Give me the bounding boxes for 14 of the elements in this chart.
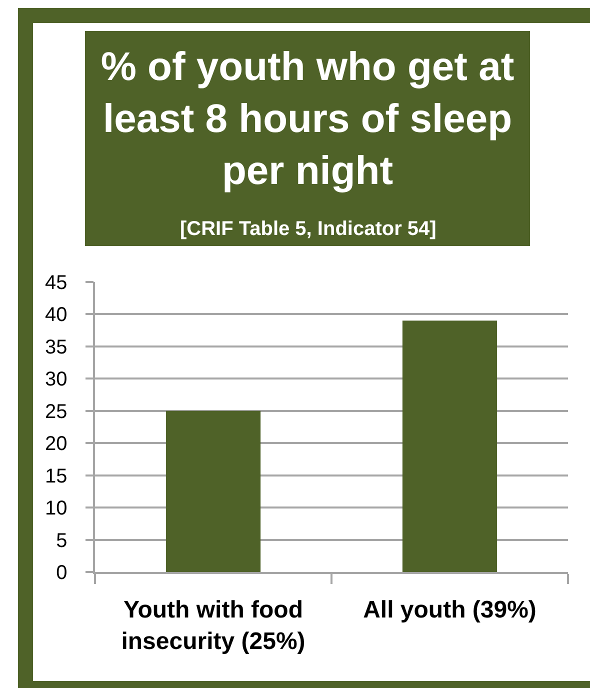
x-tick-label: Youth with food insecurity (25%) <box>121 596 306 655</box>
y-tick-label: 0 <box>56 562 68 584</box>
chart-subtitle: [CRIF Table 5, Indicator 54] <box>180 218 436 240</box>
x-tick-label: All youth (39%) <box>363 596 536 624</box>
y-tick-label: 30 <box>45 368 68 391</box>
y-tick-label: 5 <box>56 530 68 552</box>
y-tick-label: 25 <box>45 400 68 423</box>
y-tick-label: 45 <box>45 272 68 294</box>
y-tick-label: 35 <box>45 336 68 358</box>
y-tick-label: 10 <box>45 498 68 520</box>
chart-title: % of youth who get at least 8 hours of sleep per night <box>100 45 514 193</box>
y-tick-label: 40 <box>45 304 68 326</box>
y-tick-label: 20 <box>45 433 68 456</box>
y-tick-label: 15 <box>45 465 68 488</box>
